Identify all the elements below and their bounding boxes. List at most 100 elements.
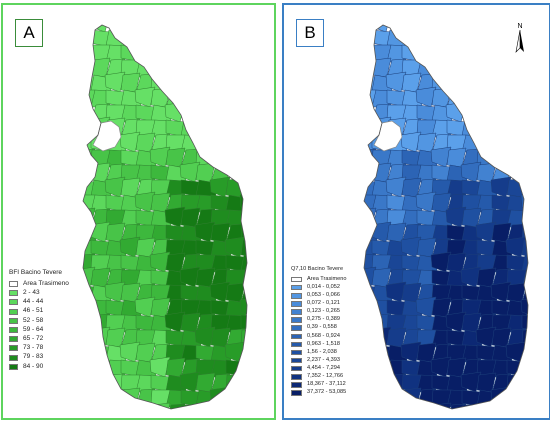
legend-swatch — [9, 308, 18, 315]
panel-label-b: B — [296, 19, 324, 47]
legend-item: 0,568 - 0,924 — [291, 332, 346, 340]
legend-item: 0,072 - 0,121 — [291, 300, 346, 308]
legend-swatch — [291, 349, 302, 356]
legend-swatch — [291, 309, 302, 315]
basin-outline — [363, 24, 529, 410]
legend-item-label: 84 - 90 — [23, 362, 44, 370]
sub-basin — [180, 119, 202, 138]
legend-title: Q7,10 Bacino Tevere — [291, 266, 344, 272]
legend-item-label: 18,367 - 37,112 — [307, 381, 346, 388]
sub-basin — [506, 374, 527, 393]
legend-area-row: Area Trasimeno — [291, 276, 346, 284]
panel-label-a: A — [15, 19, 43, 47]
sub-basin — [461, 404, 482, 409]
sub-basin — [225, 374, 246, 393]
sub-basin — [461, 119, 483, 138]
sub-basin — [506, 194, 528, 213]
legend-item: 1,56 - 2,038 — [291, 348, 346, 356]
legend-item: 79 - 83 — [9, 353, 69, 362]
legend-swatch — [291, 341, 302, 348]
legend-item: 0,275 - 0,389 — [291, 316, 346, 324]
legend-item-label: 0,053 - 0,066 — [307, 292, 340, 299]
legend-item: 84 - 90 — [9, 362, 69, 371]
legend-item-label: 0,39 - 0,558 — [307, 324, 337, 331]
panel-a: A BFI Bacino Tevere Area Trasimeno 2 - 4… — [1, 3, 276, 420]
legend-item: 2 - 43 — [9, 289, 69, 298]
legend-item-label: 52 - 58 — [23, 316, 44, 324]
legend-item-label: 2 - 43 — [23, 289, 40, 297]
legend-bfi: BFI Bacino Tevere Area Trasimeno 2 - 43 4… — [9, 269, 69, 371]
legend-item: 7,352 - 12,766 — [291, 373, 346, 381]
sub-basin — [239, 296, 247, 318]
legend-item-label: 73 - 78 — [23, 344, 44, 352]
legend-item-label: 0,568 - 0,924 — [307, 332, 340, 339]
legend-area-label: Area Trasimeno — [307, 275, 347, 282]
map-q710 — [363, 24, 529, 410]
legend-item: 37,372 - 53,085 — [291, 389, 346, 397]
legend-swatch — [9, 299, 18, 306]
legend-swatch — [291, 284, 302, 291]
legend-title: BFI Bacino Tevere — [9, 269, 62, 276]
legend-item-label: 59 - 64 — [23, 325, 44, 333]
legend-swatch — [291, 382, 302, 388]
legend-item-label: 65 - 72 — [23, 334, 44, 342]
legend-swatch — [9, 290, 18, 297]
legend-swatch — [9, 363, 18, 370]
legend-item-label: 44 - 44 — [23, 298, 44, 306]
sub-basin — [520, 296, 528, 318]
legend-swatch — [291, 365, 302, 372]
legend-item-label: 1,56 - 2,038 — [307, 348, 337, 355]
legend-item: 44 - 44 — [9, 298, 69, 307]
legend-item-label: 0,275 - 0,389 — [307, 316, 340, 323]
legend-item-label: 2,237 - 4,393 — [307, 356, 340, 363]
legend-item: 18,367 - 37,112 — [291, 381, 346, 389]
legend-swatch — [291, 325, 302, 331]
sub-basin — [83, 207, 96, 228]
map-bfi — [82, 24, 248, 410]
sub-basin — [90, 344, 111, 363]
legend-item-label: 37,372 - 53,085 — [307, 389, 347, 396]
legend-swatch — [291, 374, 302, 380]
sub-basin — [209, 386, 231, 408]
sub-basin — [370, 25, 392, 33]
legend-item-label: 79 - 83 — [23, 353, 44, 361]
sub-basin — [240, 254, 247, 273]
legend-swatch — [9, 317, 18, 324]
legend-item-label: 46 - 51 — [23, 307, 44, 315]
legend-item-label: 0,963 - 1,518 — [307, 340, 340, 347]
sub-basin — [521, 237, 528, 258]
legend-area-row: Area Trasimeno — [9, 280, 69, 289]
legend-item: 0,123 - 0,265 — [291, 308, 346, 316]
legend-swatch — [291, 293, 302, 299]
legend-swatch — [291, 317, 302, 323]
sub-basin — [240, 237, 247, 258]
legend-q710: Q7,10 Bacino Tevere Area Trasimeno 0,014… — [291, 266, 346, 397]
legend-swatch — [291, 390, 302, 396]
legend-item: 52 - 58 — [9, 316, 69, 325]
sub-basin — [83, 284, 96, 303]
legend-item-label: 0,014 - 0,052 — [307, 283, 340, 290]
north-arrow-icon: N — [515, 23, 524, 53]
legend-swatch — [9, 281, 18, 288]
sub-basin — [225, 194, 247, 213]
legend-item-label: 0,123 - 0,265 — [307, 308, 340, 315]
legend-item: 0,053 - 0,066 — [291, 292, 346, 300]
sub-basin — [364, 207, 377, 228]
legend-swatch — [291, 276, 302, 283]
legend-item: 2,237 - 4,393 — [291, 357, 346, 365]
legend-item-label: 4,454 - 7,294 — [307, 364, 340, 371]
legend-swatch — [9, 336, 18, 343]
legend-item: 65 - 72 — [9, 335, 69, 344]
sub-basin — [180, 404, 201, 409]
legend-item: 59 - 64 — [9, 325, 69, 334]
legend-item-label: 7,352 - 12,766 — [307, 372, 344, 379]
legend-swatch — [291, 333, 302, 340]
legend-item: 0,963 - 1,518 — [291, 340, 346, 348]
legend-swatch — [291, 301, 302, 307]
legend-item: 0,014 - 0,052 — [291, 284, 346, 292]
sub-basin — [371, 344, 392, 363]
sub-basin — [521, 254, 528, 273]
legend-item: 46 - 51 — [9, 307, 69, 316]
sub-basin — [364, 284, 377, 303]
basin-outline — [82, 24, 248, 410]
